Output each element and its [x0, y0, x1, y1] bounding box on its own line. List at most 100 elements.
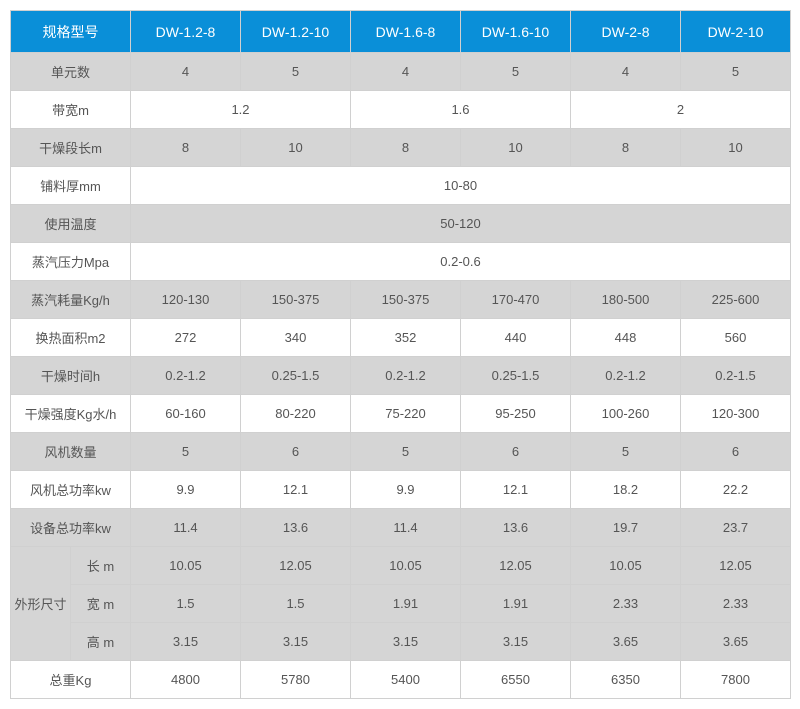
table-row: 换热面积m2272340352440448560	[11, 319, 791, 357]
cell: 6	[461, 433, 571, 471]
table-row: 单元数454545	[11, 53, 791, 91]
cell: 23.7	[681, 509, 791, 547]
cell: 0.2-1.2	[571, 357, 681, 395]
cell: 4	[351, 53, 461, 91]
cell: 120-300	[681, 395, 791, 433]
cell: 1.6	[351, 91, 571, 129]
row-sublabel: 宽 m	[71, 585, 131, 623]
cell: 0.25-1.5	[241, 357, 351, 395]
cell: 0.25-1.5	[461, 357, 571, 395]
table-row: 带宽m1.21.62	[11, 91, 791, 129]
cell: 2.33	[681, 585, 791, 623]
table-row: 蒸汽耗量Kg/h120-130150-375150-375170-470180-…	[11, 281, 791, 319]
cell: 6	[681, 433, 791, 471]
cell: 340	[241, 319, 351, 357]
table-row: 高 m3.153.153.153.153.653.65	[11, 623, 791, 661]
cell: 0.2-1.2	[351, 357, 461, 395]
row-sublabel: 高 m	[71, 623, 131, 661]
cell: 5	[461, 53, 571, 91]
header-model: DW-1.6-10	[461, 11, 571, 53]
cell: 180-500	[571, 281, 681, 319]
cell: 2.33	[571, 585, 681, 623]
cell: 12.05	[241, 547, 351, 585]
table-row: 风机总功率kw9.912.19.912.118.222.2	[11, 471, 791, 509]
cell: 3.65	[681, 623, 791, 661]
table-row: 设备总功率kw11.413.611.413.619.723.7	[11, 509, 791, 547]
cell: 4	[131, 53, 241, 91]
row-label: 带宽m	[11, 91, 131, 129]
cell: 5780	[241, 661, 351, 699]
cell: 8	[351, 129, 461, 167]
spec-table: 规格型号 DW-1.2-8 DW-1.2-10 DW-1.6-8 DW-1.6-…	[10, 10, 791, 699]
cell: 11.4	[131, 509, 241, 547]
cell: 19.7	[571, 509, 681, 547]
cell: 18.2	[571, 471, 681, 509]
cell: 5	[351, 433, 461, 471]
cell: 10.05	[351, 547, 461, 585]
cell: 100-260	[571, 395, 681, 433]
row-label: 干燥强度Kg水/h	[11, 395, 131, 433]
cell: 8	[131, 129, 241, 167]
cell: 225-600	[681, 281, 791, 319]
table-row: 铺料厚mm10-80	[11, 167, 791, 205]
table-row: 使用温度50-120	[11, 205, 791, 243]
cell: 22.2	[681, 471, 791, 509]
header-model: DW-2-10	[681, 11, 791, 53]
cell: 60-160	[131, 395, 241, 433]
cell: 75-220	[351, 395, 461, 433]
cell: 11.4	[351, 509, 461, 547]
cell: 150-375	[351, 281, 461, 319]
cell: 6	[241, 433, 351, 471]
table-row: 蒸汽压力Mpa0.2-0.6	[11, 243, 791, 281]
row-label: 干燥时间h	[11, 357, 131, 395]
cell: 5400	[351, 661, 461, 699]
table-body: 单元数454545带宽m1.21.62干燥段长m810810810铺料厚mm10…	[11, 53, 791, 699]
cell: 1.91	[351, 585, 461, 623]
cell: 8	[571, 129, 681, 167]
cell: 1.5	[131, 585, 241, 623]
cell: 10	[461, 129, 571, 167]
cell: 13.6	[461, 509, 571, 547]
header-model: DW-2-8	[571, 11, 681, 53]
table-row: 干燥强度Kg水/h60-16080-22075-22095-250100-260…	[11, 395, 791, 433]
cell: 3.15	[131, 623, 241, 661]
row-label: 总重Kg	[11, 661, 131, 699]
cell: 10	[241, 129, 351, 167]
cell: 5	[241, 53, 351, 91]
row-label: 风机数量	[11, 433, 131, 471]
cell: 10	[681, 129, 791, 167]
cell: 6350	[571, 661, 681, 699]
cell: 6550	[461, 661, 571, 699]
row-label: 蒸汽耗量Kg/h	[11, 281, 131, 319]
row-label: 换热面积m2	[11, 319, 131, 357]
cell: 12.05	[461, 547, 571, 585]
cell: 1.2	[131, 91, 351, 129]
table-row: 干燥段长m810810810	[11, 129, 791, 167]
header-model: DW-1.2-10	[241, 11, 351, 53]
row-label: 铺料厚mm	[11, 167, 131, 205]
cell: 272	[131, 319, 241, 357]
table-row: 总重Kg480057805400655063507800	[11, 661, 791, 699]
cell: 560	[681, 319, 791, 357]
header-model: DW-1.2-8	[131, 11, 241, 53]
header-model: DW-1.6-8	[351, 11, 461, 53]
cell: 9.9	[131, 471, 241, 509]
cell: 120-130	[131, 281, 241, 319]
header-label: 规格型号	[11, 11, 131, 53]
cell: 10.05	[571, 547, 681, 585]
cell: 0.2-1.5	[681, 357, 791, 395]
cell: 3.15	[241, 623, 351, 661]
cell: 5	[681, 53, 791, 91]
cell: 10.05	[131, 547, 241, 585]
cell: 95-250	[461, 395, 571, 433]
cell: 1.91	[461, 585, 571, 623]
cell: 7800	[681, 661, 791, 699]
cell: 10-80	[131, 167, 791, 205]
cell: 448	[571, 319, 681, 357]
cell: 12.1	[241, 471, 351, 509]
row-group-label: 外形尺寸	[11, 547, 71, 661]
cell: 0.2-1.2	[131, 357, 241, 395]
cell: 3.15	[461, 623, 571, 661]
cell: 1.5	[241, 585, 351, 623]
cell: 12.1	[461, 471, 571, 509]
